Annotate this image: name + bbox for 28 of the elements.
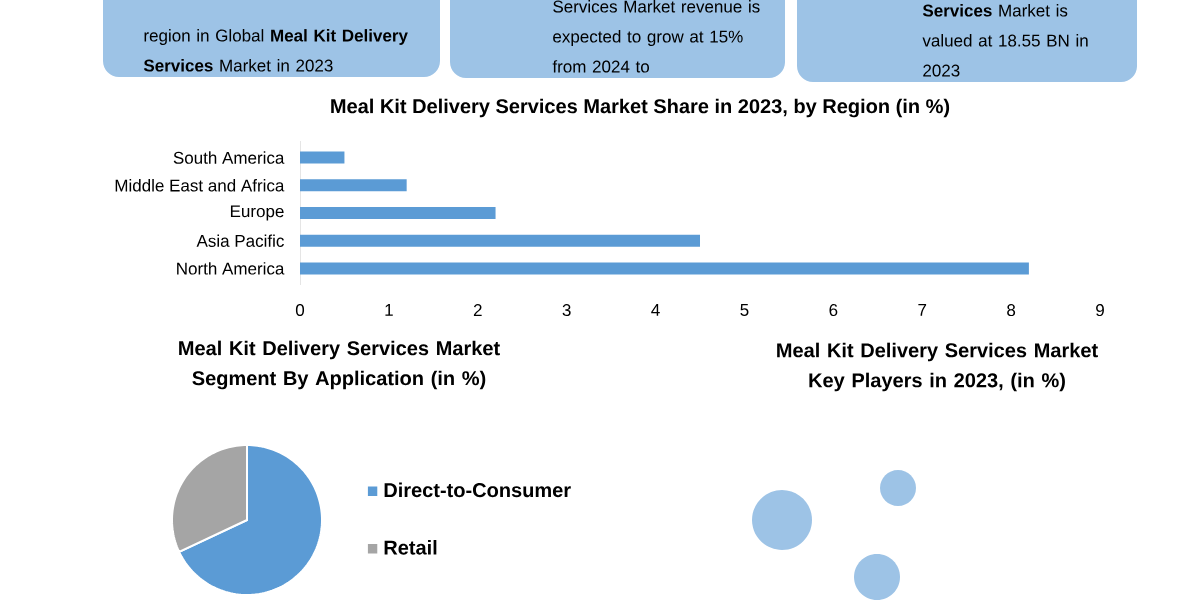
x-tick-label: 0 <box>295 304 305 317</box>
x-tick-label: 4 <box>651 304 660 316</box>
x-tick-label: 2 <box>473 304 482 316</box>
text: Services Market revenue is expected to grow at 15% from 2024 to <box>552 0 760 73</box>
x-tick-label: 5 <box>740 304 749 316</box>
bar <box>300 151 345 164</box>
bar <box>300 179 407 192</box>
chart-title: Meal Kit Delivery Services Market Segment By Application (in %) <box>179 340 500 390</box>
x-tick-label: 7 <box>918 304 927 316</box>
bar <box>300 262 1029 275</box>
x-tick-label: 6 <box>829 304 838 317</box>
legend-label: Direct-to-Consumer <box>384 482 571 498</box>
x-tick-label: 3 <box>562 304 571 317</box>
text: Services Market is valued at 18.55 BN in 2023 <box>922 4 1088 77</box>
x-tick-label: 1 <box>385 304 393 316</box>
chart-title: Meal Kit Delivery Services Market Share in 2023, by Region (in %) <box>331 98 950 118</box>
legend-label: Retail <box>384 540 437 555</box>
y-tick-label: Asia Pacific <box>196 234 284 247</box>
x-tick-label: 8 <box>1007 304 1016 317</box>
y-tick-label: North America <box>177 262 285 275</box>
y-tick-label: Middle East and Africa <box>115 179 285 192</box>
text: Meal Kit Delivery Services Market Key Players in 2023, (in %) <box>777 342 1098 392</box>
bar <box>300 207 496 219</box>
bar <box>300 234 700 247</box>
x-tick-label: 9 <box>1096 304 1104 317</box>
text: region in Global Meal Kit Delivery Services Market in 2023 <box>143 29 408 72</box>
y-tick-label: Europe <box>230 205 284 221</box>
y-tick-label: South America <box>173 151 285 164</box>
